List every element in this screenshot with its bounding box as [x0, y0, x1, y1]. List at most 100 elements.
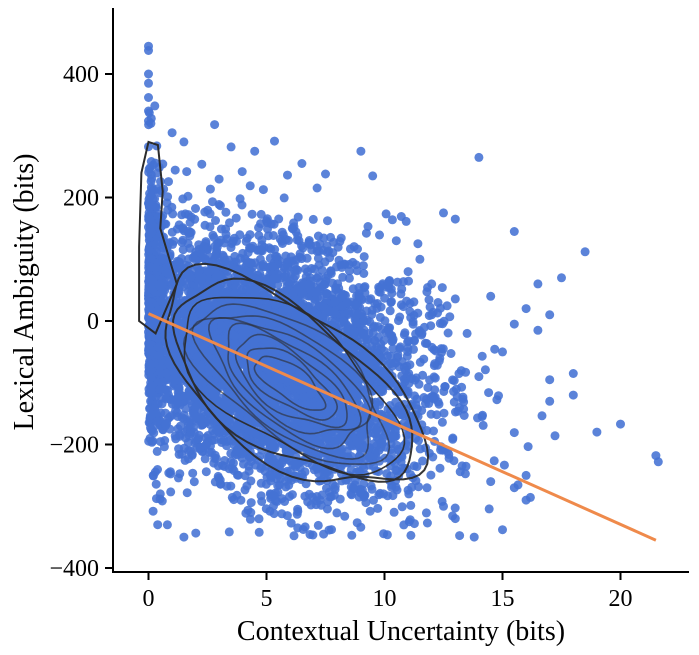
scatter-point [256, 219, 266, 229]
scatter-point [264, 243, 274, 253]
scatter-point [182, 488, 192, 498]
scatter-point [423, 383, 433, 393]
scatter-point [325, 492, 335, 502]
scatter-point [257, 240, 267, 250]
scatter-point [158, 377, 168, 387]
scatter-point [148, 194, 158, 204]
scatter-point [224, 527, 234, 537]
scatter-point [347, 530, 357, 540]
scatter-point [455, 531, 465, 541]
scatter-point [201, 467, 211, 477]
scatter-point [293, 231, 303, 241]
scatter-point [144, 167, 154, 177]
scatter-point [537, 411, 547, 421]
scatter-point [406, 530, 416, 540]
scatter-point [170, 165, 180, 175]
scatter-point [419, 354, 429, 364]
scatter-point [335, 494, 345, 504]
scatter-point [499, 460, 509, 470]
scatter-point [442, 301, 452, 311]
scatter-point [489, 456, 499, 466]
scatter-point [340, 511, 350, 521]
scatter-point [322, 247, 332, 257]
scatter-point [422, 518, 432, 528]
scatter-point [308, 214, 318, 224]
scatter-point [152, 446, 162, 456]
scatter-point [387, 215, 397, 225]
scatter-point [450, 503, 460, 513]
scatter-point [401, 216, 411, 226]
scatter-point [459, 411, 469, 420]
scatter-point [352, 518, 362, 528]
scatter-point [293, 507, 303, 516]
scatter-point [247, 209, 257, 219]
scatter-point [233, 470, 243, 480]
scatter-point [376, 302, 386, 312]
scatter-point [164, 177, 173, 187]
scatter-point [380, 316, 390, 326]
scatter-point [245, 181, 255, 191]
scatter-point [313, 520, 323, 530]
scatter-point [422, 483, 432, 493]
scatter-point [231, 213, 241, 223]
scatter-point [246, 498, 256, 508]
scatter-point [205, 222, 215, 232]
scatter-point [185, 243, 195, 253]
scatter-point [338, 272, 348, 282]
scatter-point [413, 239, 423, 249]
scatter-point [380, 293, 390, 303]
scatter-point [409, 519, 419, 529]
scatter-point [397, 502, 407, 512]
scatter-point [477, 351, 487, 361]
scatter-point [326, 232, 336, 242]
scatter-point [177, 210, 187, 220]
scatter-point [144, 436, 154, 446]
scatter-point [373, 503, 383, 513]
scatter-point [478, 420, 488, 430]
scatter-point [270, 136, 279, 146]
scatter-point [418, 370, 428, 380]
scatter-point [304, 237, 314, 247]
scatter-point [461, 367, 471, 377]
scatter-point [426, 470, 436, 480]
scatter-point [439, 408, 449, 418]
scatter-point [436, 344, 446, 354]
scatter-point [146, 274, 156, 284]
scatter-point [147, 381, 156, 391]
scatter-point [146, 373, 156, 383]
scatter-point [246, 476, 256, 486]
scatter-point [237, 167, 247, 177]
scatter-point [436, 445, 446, 455]
scatter-point [419, 322, 429, 332]
scatter-point [312, 464, 322, 474]
scatter-point [388, 336, 398, 346]
scatter-point [457, 461, 467, 471]
scatter-point [313, 231, 323, 241]
scatter-point [295, 249, 305, 259]
scatter-point [191, 528, 201, 538]
scatter-point [404, 276, 413, 286]
scatter-point [148, 506, 158, 516]
scatter-point [254, 527, 264, 537]
scatter-point [308, 530, 318, 540]
scatter-point [254, 514, 264, 524]
scatter-point [395, 342, 405, 352]
scatter-point [410, 391, 420, 401]
scatter-point [221, 207, 231, 217]
scatter-point [214, 174, 224, 184]
scatter-point [200, 454, 210, 464]
scatter-point [323, 216, 332, 226]
scatter-point [414, 379, 424, 389]
scatter-point [344, 266, 354, 276]
scatter-point [509, 428, 519, 438]
scatter-point [248, 241, 258, 251]
scatter-point [399, 520, 409, 530]
scatter-point [388, 344, 398, 354]
scatter-point [164, 468, 174, 478]
scatter-point [345, 441, 355, 451]
scatter-point [437, 417, 447, 427]
scatter-point [420, 338, 430, 348]
scatter-point [383, 404, 393, 414]
scatter-point [229, 495, 239, 505]
